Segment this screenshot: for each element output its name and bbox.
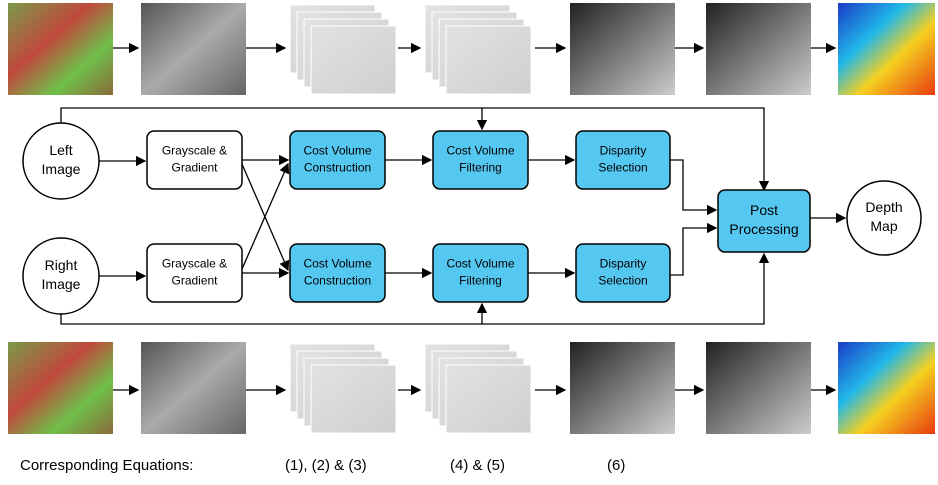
node-label: Cost Volume (303, 144, 371, 158)
node-label: Left (49, 142, 72, 158)
nodes: Left Image Right Image Grayscale & Gradient Gr… (23, 123, 921, 314)
equation: (4) & (5) (450, 457, 505, 474)
node-label: Grayscale & (162, 257, 227, 271)
thumbnail (706, 342, 811, 434)
equation: (6) (607, 457, 625, 474)
thumbnail (838, 342, 935, 434)
thumbnail (141, 3, 246, 95)
node-label: Post (750, 202, 778, 218)
node-label: Grayscale & (162, 144, 227, 158)
node-label: Cost Volume (303, 257, 371, 271)
footer-label: Corresponding Equations: (20, 457, 193, 474)
volume-slice (446, 26, 531, 94)
node-label: Map (870, 218, 897, 234)
node-label: Filtering (459, 274, 502, 288)
node-label: Depth (865, 199, 902, 215)
node-label: Cost Volume (446, 144, 514, 158)
node-label: Selection (598, 161, 647, 175)
volume-slice (446, 365, 531, 433)
node-label: Selection (598, 274, 647, 288)
thumbnail (838, 3, 935, 95)
node-label: Processing (729, 221, 798, 237)
diagram: Left Image Right Image Grayscale & Gradient Gr… (0, 0, 938, 485)
thumbnail (8, 342, 113, 434)
volume-slice (311, 26, 396, 94)
equation: (1), (2) & (3) (285, 457, 367, 474)
node-label: Construction (304, 161, 371, 175)
thumbnail (706, 3, 811, 95)
thumbnail (141, 342, 246, 434)
volume-slice (311, 365, 396, 433)
node-label: Filtering (459, 161, 502, 175)
node-label: Right (45, 257, 78, 273)
node-label: Gradient (171, 274, 218, 288)
node-label: Disparity (600, 144, 647, 158)
node-label: Image (42, 276, 81, 292)
node-label: Construction (304, 274, 371, 288)
node-label: Gradient (171, 161, 218, 175)
thumbnail (8, 3, 113, 95)
thumbnail (570, 3, 675, 95)
node-label: Disparity (600, 257, 647, 271)
node-label: Cost Volume (446, 257, 514, 271)
node-label: Image (42, 161, 81, 177)
thumbnail (570, 342, 675, 434)
